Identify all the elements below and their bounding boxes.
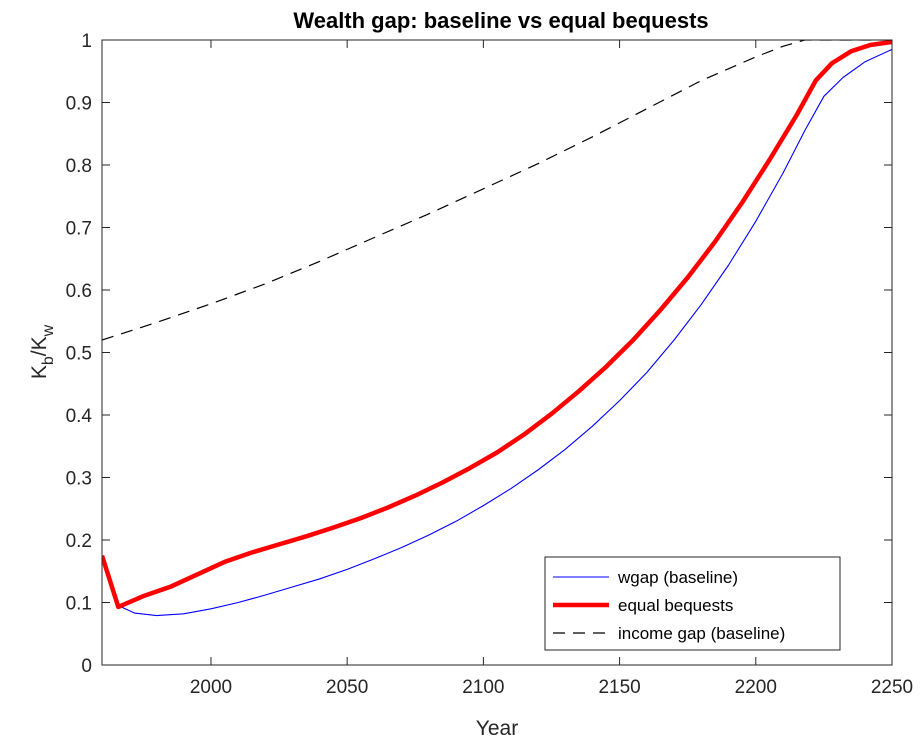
y-tick-label: 0.4	[66, 406, 93, 427]
x-axis-title: Year	[476, 717, 518, 740]
x-tick-label: 2200	[735, 677, 777, 698]
series-line-2	[102, 40, 892, 610]
y-tick-label: 1	[81, 31, 92, 52]
legend-label-2: equal bequests	[618, 596, 733, 615]
legend-label-3: income gap (baseline)	[618, 624, 785, 643]
legend: wgap (baseline) equal bequests income gap …	[544, 556, 841, 651]
y-tick-label: 0.1	[66, 594, 92, 615]
x-tick-label: 2100	[462, 677, 504, 698]
y-tick-label: 0.8	[66, 156, 92, 177]
y-tick-label: 0.6	[66, 281, 92, 302]
legend-box	[544, 556, 841, 651]
y-tick-label: 0.5	[66, 344, 92, 365]
x-tick-label: 2000	[190, 677, 232, 698]
series-layer	[102, 40, 892, 617]
y-axis-title-main: K	[28, 365, 51, 379]
chart-title: Wealth gap: baseline vs equal bequests	[293, 8, 708, 33]
x-tick-label: 2250	[871, 677, 913, 698]
y-axis-title-sub2: w	[40, 324, 57, 337]
y-tick-label: 0.9	[66, 94, 92, 115]
x-tick-label: 2050	[326, 677, 368, 698]
x-axis: 2000 2050 2100 2150 2200 2250	[190, 40, 913, 698]
y-axis-title: Kb/Kw	[28, 324, 57, 379]
y-axis: 0 0.1 0.2 0.3 0.4 0.5 0.6 0.7 0.8 0.9 1	[66, 31, 892, 677]
y-axis-title-sub1: b	[40, 356, 57, 365]
series-line-3	[102, 40, 892, 341]
y-tick-label: 0	[81, 656, 92, 677]
y-tick-label: 0.7	[66, 219, 92, 240]
legend-label-1: wgap (baseline)	[617, 568, 738, 587]
y-axis-title-mid: /K	[28, 336, 51, 356]
y-tick-label: 0.3	[66, 469, 92, 490]
x-tick-label: 2150	[598, 677, 640, 698]
y-tick-label: 0.2	[66, 531, 92, 552]
legend-entries: wgap (baseline) equal bequests income gap …	[553, 568, 785, 643]
series-line-1	[102, 48, 892, 617]
